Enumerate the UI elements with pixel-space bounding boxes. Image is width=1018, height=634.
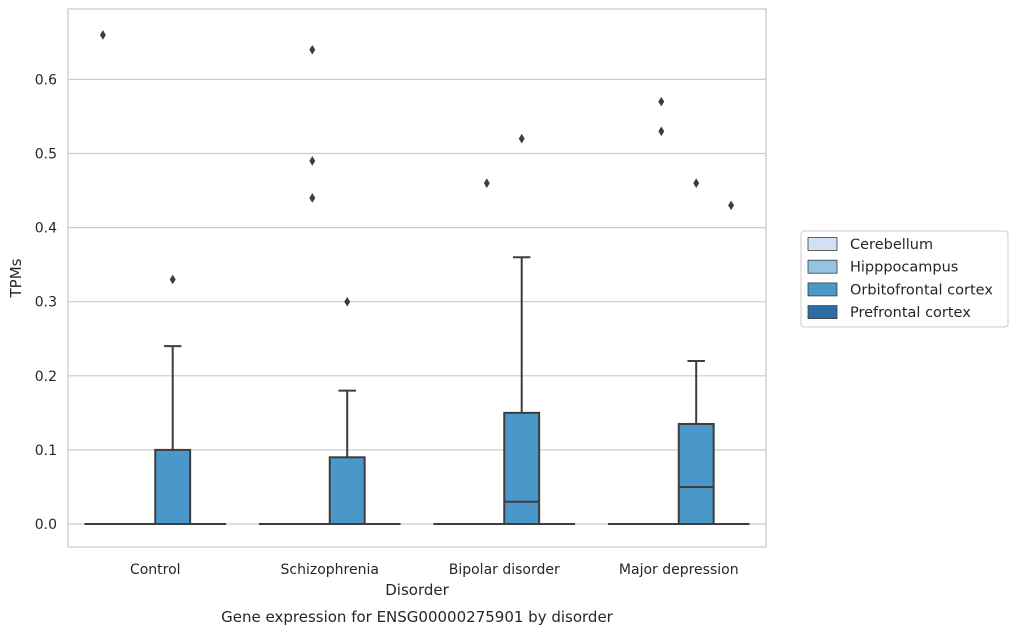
outlier-point	[518, 133, 525, 144]
legend-label: Hipppocampus	[850, 260, 958, 276]
box-group	[154, 274, 192, 525]
outlier-point	[344, 296, 351, 307]
legend-label: Prefrontal cortex	[850, 305, 971, 321]
legend-frame	[800, 230, 1009, 328]
outlier-point	[309, 44, 316, 55]
box-group	[677, 178, 715, 525]
legend-swatch	[807, 282, 838, 297]
outlier-point	[658, 126, 665, 137]
y-tick-labels: 0.0 0.1 0.2 0.3 0.4 0.5 0.6	[35, 72, 57, 533]
x-tick-label: Schizophrenia	[281, 562, 379, 578]
legend-swatch	[807, 305, 838, 320]
outlier-point	[483, 178, 490, 188]
y-tick-label: 0.0	[35, 517, 57, 533]
box	[328, 456, 366, 525]
y-tick-label: 0.2	[35, 369, 57, 385]
x-tick-label: Control	[130, 562, 181, 578]
legend-entries: Cerebellum Hipppocampus Orbitofrontal cort…	[807, 237, 993, 321]
box-group	[642, 96, 680, 526]
y-tick-label: 0.1	[35, 443, 57, 459]
box-group	[293, 44, 331, 526]
outlier-point	[309, 193, 316, 203]
legend-label: Orbitofrontal cortex	[850, 282, 993, 298]
y-tick-label: 0.5	[35, 147, 57, 163]
y-axis-title: TPMs	[7, 258, 25, 298]
outlier-point	[309, 156, 316, 166]
x-tick-label: Major depression	[619, 562, 739, 578]
y-tick-label: 0.4	[35, 221, 57, 237]
y-tick-label: 0.3	[35, 295, 57, 311]
box-group	[84, 30, 122, 526]
box-layer	[84, 30, 750, 526]
box-group	[328, 296, 366, 525]
outlier-point	[658, 96, 665, 107]
chart-title: Gene expression for ENSG00000275901 by d…	[221, 608, 614, 626]
x-axis-title: Disorder	[385, 581, 449, 599]
legend-swatch	[807, 237, 838, 251]
box-group	[712, 200, 750, 526]
plot-frame	[67, 8, 767, 548]
legend-swatch	[807, 259, 838, 274]
outlier-point	[169, 274, 176, 285]
outlier-point	[693, 178, 700, 188]
box	[154, 448, 192, 525]
outlier-point	[99, 30, 106, 40]
outlier-point	[728, 200, 735, 211]
x-tick-label: Bipolar disorder	[449, 562, 560, 578]
box	[503, 411, 541, 526]
box-group	[503, 133, 541, 526]
legend: Cerebellum Hipppocampus Orbitofrontal cort…	[800, 230, 1009, 328]
y-tick-label: 0.6	[35, 72, 57, 88]
x-tick-labels: Control Schizophrenia Bipolar disorder Majo…	[130, 562, 739, 578]
box	[677, 422, 715, 525]
legend-label: Cerebellum	[850, 237, 933, 253]
